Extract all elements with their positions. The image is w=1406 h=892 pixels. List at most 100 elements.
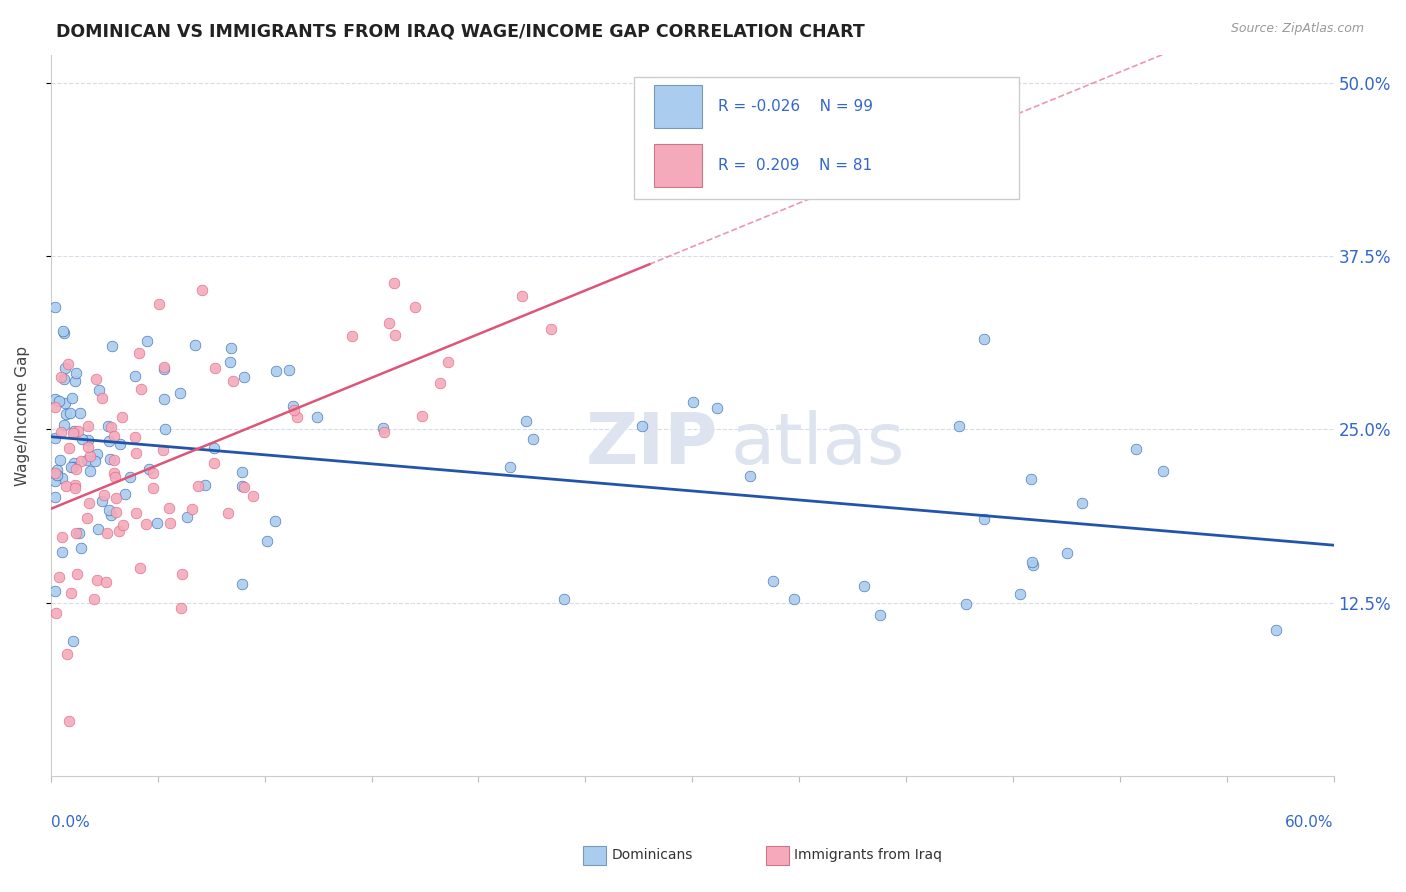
Point	[153, 392, 176, 406]
Point	[46, 463, 69, 477]
Point	[111, 409, 134, 424]
Point	[114, 487, 136, 501]
Point	[682, 394, 704, 409]
Point	[63, 374, 86, 388]
Point	[1152, 464, 1174, 478]
Point	[44, 300, 66, 314]
Point	[51, 471, 73, 485]
Point	[256, 533, 278, 548]
Point	[382, 277, 405, 291]
Point	[242, 490, 264, 504]
Point	[155, 422, 177, 436]
Point	[77, 496, 100, 510]
Point	[411, 409, 433, 423]
Point	[53, 360, 76, 375]
Point	[1021, 555, 1043, 569]
Point	[70, 541, 93, 555]
Point	[283, 402, 305, 417]
Point	[103, 429, 125, 443]
Point	[148, 297, 170, 311]
Point	[738, 469, 761, 483]
Bar	[654, 85, 703, 128]
Point	[69, 406, 91, 420]
Point	[973, 512, 995, 526]
Point	[202, 456, 225, 470]
Point	[232, 480, 254, 494]
Point	[429, 376, 451, 391]
Text: R = -0.026    N = 99: R = -0.026 N = 99	[718, 99, 873, 114]
Point	[65, 478, 87, 492]
Point	[56, 647, 79, 661]
Text: 0.0%: 0.0%	[51, 814, 90, 830]
Point	[231, 465, 253, 479]
Point	[180, 502, 202, 516]
Point	[782, 592, 804, 607]
Point	[187, 479, 209, 493]
Point	[631, 418, 654, 433]
Point	[67, 525, 90, 540]
Point	[204, 361, 226, 376]
Point	[45, 606, 67, 620]
Point	[231, 576, 253, 591]
Point	[176, 509, 198, 524]
Point	[1056, 546, 1078, 560]
Point	[219, 341, 242, 355]
Point	[62, 459, 84, 474]
Point	[111, 518, 134, 533]
Point	[77, 440, 100, 454]
Point	[90, 494, 112, 508]
Point	[553, 592, 575, 607]
Point	[76, 511, 98, 525]
Point	[98, 434, 121, 449]
Point	[97, 419, 120, 434]
Point	[540, 321, 562, 335]
Point	[51, 425, 73, 439]
Point	[44, 392, 66, 406]
Point	[852, 579, 875, 593]
Point	[1264, 624, 1286, 638]
Point	[44, 401, 66, 415]
Point	[172, 567, 194, 582]
Point	[128, 561, 150, 575]
Point	[44, 584, 66, 599]
Point	[522, 432, 544, 446]
Point	[62, 425, 84, 440]
Point	[60, 459, 83, 474]
Point	[48, 570, 70, 584]
Point	[104, 505, 127, 519]
Point	[44, 474, 66, 488]
Point	[104, 470, 127, 484]
Point	[437, 355, 460, 369]
Point	[62, 634, 84, 648]
Point	[283, 399, 305, 413]
Point	[264, 364, 287, 378]
Point	[72, 432, 94, 446]
Point	[98, 502, 121, 516]
Point	[263, 514, 285, 528]
Point	[404, 300, 426, 314]
Point	[58, 441, 80, 455]
Point	[1070, 495, 1092, 509]
Point	[90, 392, 112, 406]
Point	[59, 406, 82, 420]
Point	[65, 462, 87, 476]
Point	[762, 574, 785, 588]
Point	[87, 522, 110, 536]
Text: Source: ZipAtlas.com: Source: ZipAtlas.com	[1230, 22, 1364, 36]
Point	[1125, 442, 1147, 457]
Point	[60, 391, 83, 405]
Point	[218, 355, 240, 369]
Point	[52, 326, 75, 341]
Point	[87, 383, 110, 397]
Point	[65, 366, 87, 380]
Point	[60, 586, 83, 600]
Point	[231, 479, 253, 493]
Text: Immigrants from Iraq: Immigrants from Iraq	[794, 848, 942, 863]
Point	[869, 607, 891, 622]
Point	[1008, 586, 1031, 600]
Text: Dominicans: Dominicans	[612, 848, 693, 863]
Point	[83, 591, 105, 606]
Point	[79, 449, 101, 463]
Point	[58, 714, 80, 728]
Point	[973, 332, 995, 346]
